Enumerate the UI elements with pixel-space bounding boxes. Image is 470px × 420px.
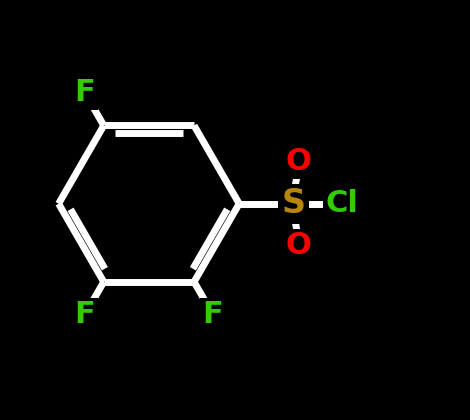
Text: F: F — [74, 300, 95, 329]
Text: F: F — [74, 78, 95, 107]
Text: F: F — [203, 300, 223, 329]
Text: S: S — [282, 187, 306, 220]
Text: Cl: Cl — [326, 189, 359, 218]
Text: O: O — [285, 147, 311, 176]
Text: O: O — [285, 231, 311, 260]
